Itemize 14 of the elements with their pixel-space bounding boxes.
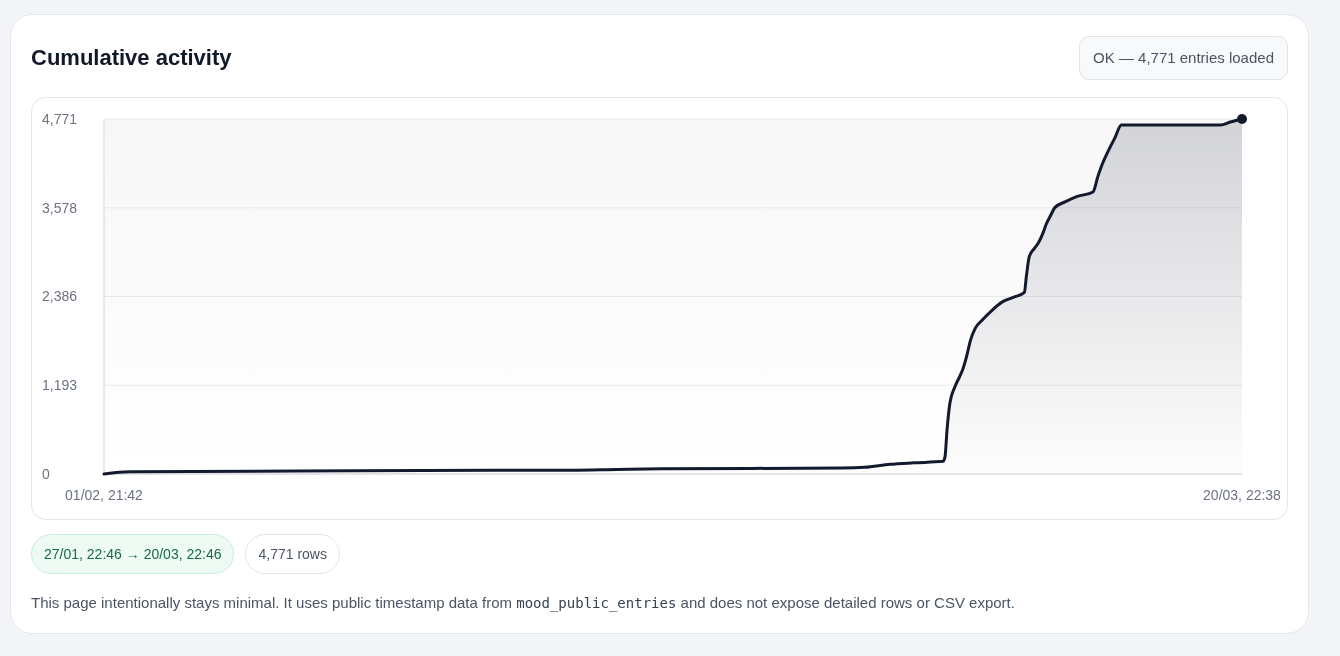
y-tick-label: 2,386: [42, 288, 78, 305]
y-tick-label: 0: [42, 466, 50, 482]
text: OK — 4,771 entries loaded: [1093, 49, 1274, 66]
text: and does not expose detailed rows or CSV export.: [680, 594, 1015, 611]
y-tick-label: 1,193: [42, 377, 78, 394]
chart-title: Cumulative activity: [31, 45, 232, 70]
x-tick-label: 20/03, 22:38: [1203, 487, 1282, 503]
text: mood_public_entries: [516, 595, 677, 611]
x-tick-label: 01/02, 21:42: [65, 487, 144, 503]
text: 27/01, 22:46 → 20/03, 22:46: [44, 546, 222, 562]
y-tick-label: 4,771: [42, 111, 78, 127]
y-tick-label: 3,578: [42, 199, 78, 216]
text: This page intentionally stays minimal. It uses public timestamp data from: [31, 594, 513, 611]
text: 4,771 rows: [258, 546, 327, 562]
